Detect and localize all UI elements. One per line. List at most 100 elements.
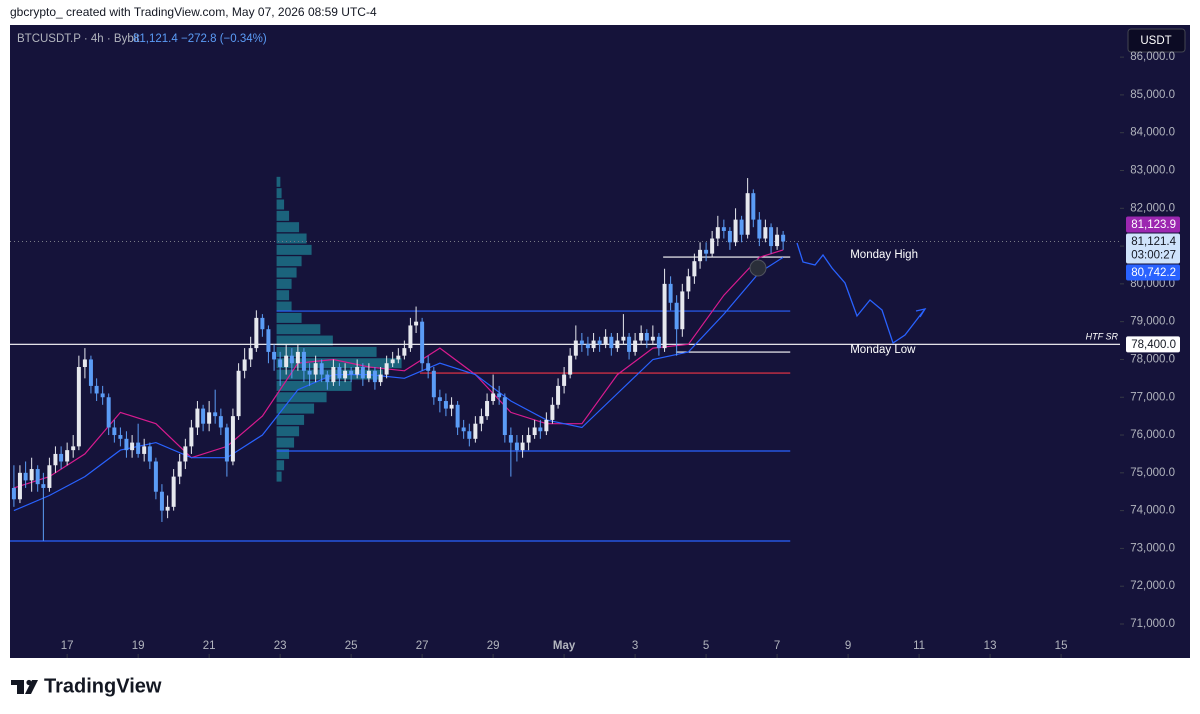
price-tag	[1126, 336, 1180, 353]
candle-body	[355, 367, 360, 375]
header: gbcrypto_ created with TradingView.com, …	[10, 5, 377, 19]
candle-body	[627, 336, 632, 352]
candle-body	[106, 397, 111, 428]
volume-profile-bar	[276, 256, 302, 267]
x-tick-label: 3	[632, 640, 638, 652]
volume-profile-bar	[276, 471, 282, 482]
candle-body	[680, 291, 685, 330]
candle-body	[656, 336, 661, 349]
x-tick-label: 29	[487, 640, 500, 652]
y-tick-label: 78,000.0	[1130, 353, 1175, 365]
x-tick-label: 15	[1055, 640, 1068, 652]
candle-body	[147, 446, 152, 462]
candle-body	[136, 442, 141, 454]
x-tick-label: 27	[416, 640, 429, 652]
candle-body	[183, 446, 188, 462]
candle-body	[295, 351, 300, 364]
candle-body	[337, 367, 342, 379]
candle-body	[402, 348, 407, 356]
candle-body	[349, 370, 354, 375]
candle-body	[88, 359, 93, 386]
candle-body	[532, 427, 537, 436]
currency-button-label[interactable]: USDT	[1140, 35, 1171, 47]
projection-arrowhead	[915, 308, 927, 318]
candle-body	[201, 408, 206, 424]
volume-profile-bar	[276, 188, 282, 199]
level-label: HTF SR	[1086, 332, 1119, 342]
candle-body	[153, 461, 158, 492]
candle-body	[757, 219, 762, 239]
marker	[749, 259, 767, 277]
candle-body	[591, 340, 596, 349]
candle-body	[272, 351, 277, 360]
x-tick-label: 25	[345, 640, 358, 652]
candle-body	[390, 359, 395, 364]
volume-profile-bar	[276, 437, 295, 448]
candle-body	[171, 476, 176, 507]
candle-body	[491, 393, 496, 402]
volume-profile-bar	[276, 426, 300, 437]
x-tick-label: 7	[774, 640, 780, 652]
candle-body	[112, 427, 117, 436]
candle-body	[130, 442, 135, 451]
candle-body	[266, 329, 271, 352]
candle-body	[35, 469, 40, 485]
candle-body	[242, 359, 247, 371]
candle-body	[284, 355, 289, 368]
volume-profile-bar	[276, 380, 352, 391]
candle-body	[414, 321, 419, 326]
volume-profile-bar	[276, 335, 333, 346]
price-tag	[1126, 233, 1180, 264]
currency-button[interactable]	[1127, 28, 1186, 53]
x-tick-label: 17	[61, 640, 74, 652]
candle-body	[224, 427, 229, 462]
x-tick-label: 19	[132, 640, 145, 652]
candle-body	[721, 227, 726, 231]
volume-profile-bar	[276, 312, 302, 323]
y-tick-label: 80,000.0	[1130, 278, 1175, 290]
candle-body	[65, 450, 70, 462]
candle-body	[485, 401, 490, 417]
candle-body	[248, 348, 253, 360]
volume-profile-bar	[276, 222, 300, 233]
candle-body	[118, 435, 123, 439]
candle-body	[644, 332, 649, 341]
volume-profile-bar	[276, 324, 321, 335]
candle-body	[733, 219, 738, 243]
candle-body	[526, 435, 531, 443]
candle-body	[94, 385, 99, 394]
y-tick-label: 73,000.0	[1130, 542, 1175, 554]
y-tick-label: 72,000.0	[1130, 580, 1175, 592]
candle-body	[704, 249, 709, 254]
candle-body	[142, 446, 147, 454]
candle-body	[17, 472, 22, 500]
candle-body	[615, 340, 620, 349]
price-tag	[1126, 216, 1180, 233]
x-tick-label: 11	[913, 640, 925, 652]
candle-body	[579, 340, 584, 345]
x-tick-label: 23	[274, 640, 287, 652]
candle-body	[41, 484, 46, 488]
candle-body	[662, 283, 667, 349]
volume-profile-bar	[276, 460, 285, 471]
candle-body	[366, 370, 371, 379]
candle-body	[207, 412, 212, 424]
volume-profile-bar	[276, 210, 290, 221]
candle-body	[59, 453, 64, 462]
candle-body	[668, 283, 673, 303]
candle-body	[218, 416, 223, 428]
candle-body	[562, 374, 567, 386]
candle-body	[396, 355, 401, 360]
candle-body	[621, 336, 626, 341]
volume-profile-bar	[276, 414, 305, 425]
volume-profile-bar	[276, 199, 285, 210]
candle-body	[603, 336, 608, 345]
level-label: Monday Low	[850, 344, 916, 356]
candle-body	[278, 359, 283, 368]
candle-body	[751, 193, 756, 220]
volume-profile-bar	[276, 448, 290, 459]
y-tick-label: 83,000.0	[1130, 165, 1175, 177]
candle-body	[544, 419, 549, 432]
candle-body	[514, 442, 519, 451]
candle-body	[177, 461, 182, 477]
